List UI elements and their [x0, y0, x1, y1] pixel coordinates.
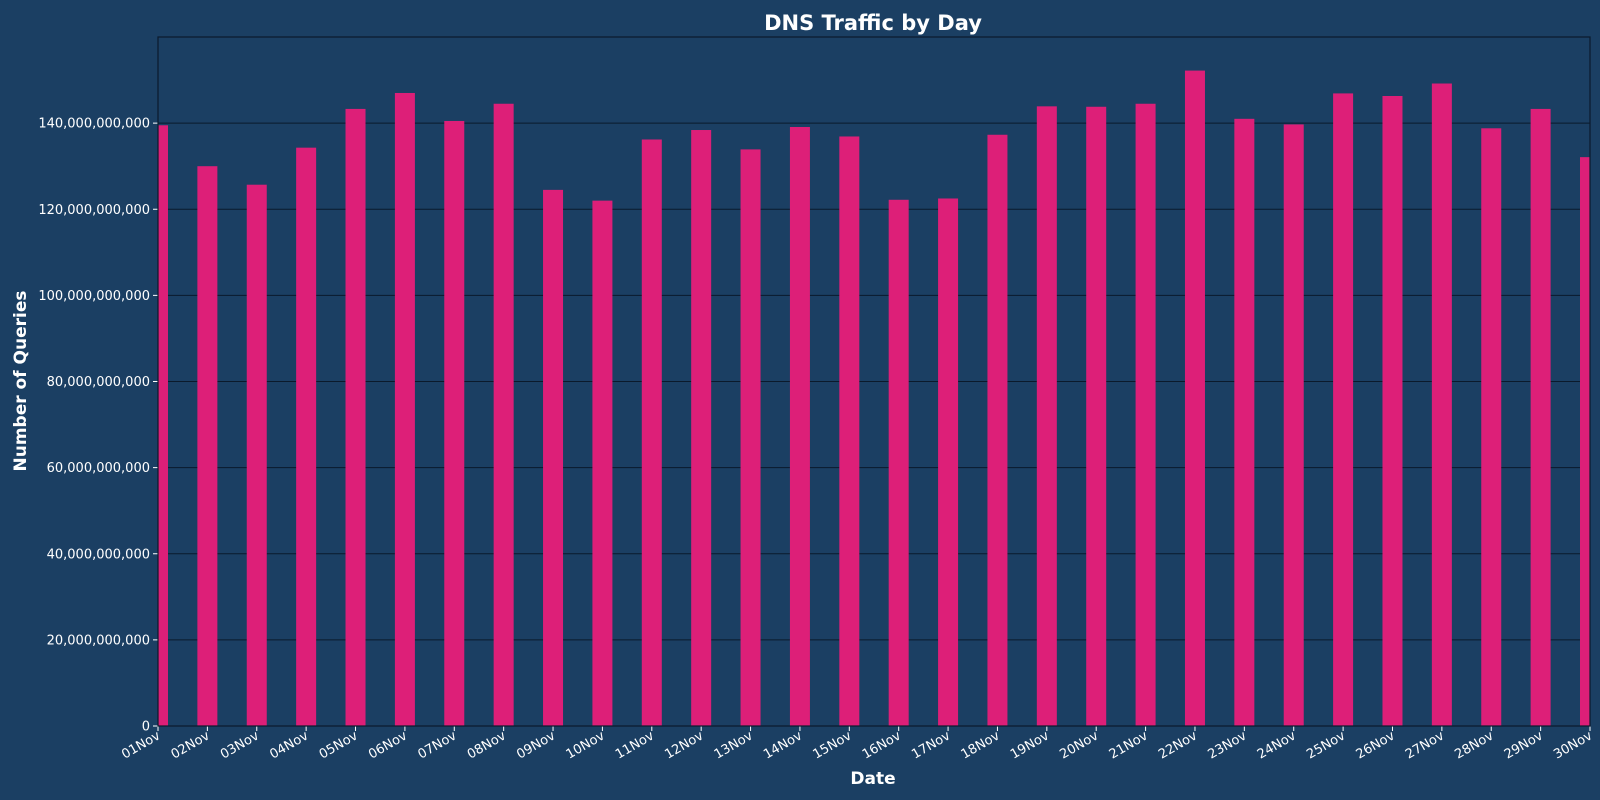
- bar-18Nov: [987, 134, 1008, 726]
- bar-26Nov: [1382, 95, 1403, 726]
- bar-30Nov: [1580, 157, 1590, 726]
- bar-22Nov: [1184, 70, 1205, 726]
- y-tick-label: 60,000,000,000: [47, 461, 150, 476]
- y-tick-label: 100,000,000,000: [38, 289, 150, 304]
- bar-24Nov: [1283, 124, 1304, 726]
- x-axis-label: Date: [850, 769, 895, 789]
- bar-11Nov: [641, 139, 662, 726]
- bar-16Nov: [888, 199, 909, 726]
- chart-title: DNS Traffic by Day: [764, 11, 982, 35]
- bar-29Nov: [1530, 108, 1551, 726]
- bar-07Nov: [444, 120, 465, 726]
- bar-05Nov: [345, 108, 366, 726]
- y-tick-label: 20,000,000,000: [47, 633, 150, 648]
- bar-14Nov: [789, 127, 810, 726]
- bar-17Nov: [938, 198, 959, 726]
- bar-28Nov: [1481, 128, 1502, 726]
- bar-06Nov: [394, 92, 415, 726]
- y-tick-label: 120,000,000,000: [38, 203, 150, 218]
- bar-03Nov: [246, 184, 267, 726]
- y-tick-label: 40,000,000,000: [47, 547, 150, 562]
- bar-19Nov: [1036, 106, 1057, 726]
- bar-08Nov: [493, 103, 514, 726]
- y-tick-label: 0: [142, 720, 150, 735]
- bar-20Nov: [1086, 106, 1107, 726]
- y-axis-label: Number of Queries: [11, 291, 31, 472]
- y-tick-label: 80,000,000,000: [47, 375, 150, 390]
- bar-15Nov: [839, 136, 860, 726]
- y-tick-label: 140,000,000,000: [38, 117, 150, 132]
- bar-12Nov: [691, 130, 712, 726]
- y-axis-ticks: 0 20,000,000,000 40,000,000,000 60,000,000,…: [38, 117, 158, 735]
- bar-09Nov: [543, 189, 564, 726]
- bar-25Nov: [1333, 93, 1354, 726]
- bar-01Nov: [158, 125, 168, 726]
- bar-27Nov: [1431, 83, 1452, 726]
- bar-02Nov: [197, 166, 218, 726]
- bar-23Nov: [1234, 118, 1255, 726]
- plot-area-frame: [157, 36, 1591, 727]
- bars: [158, 70, 1590, 726]
- bar-04Nov: [296, 147, 317, 726]
- bar-21Nov: [1135, 103, 1156, 726]
- bar-13Nov: [740, 149, 761, 726]
- bar-10Nov: [592, 200, 613, 726]
